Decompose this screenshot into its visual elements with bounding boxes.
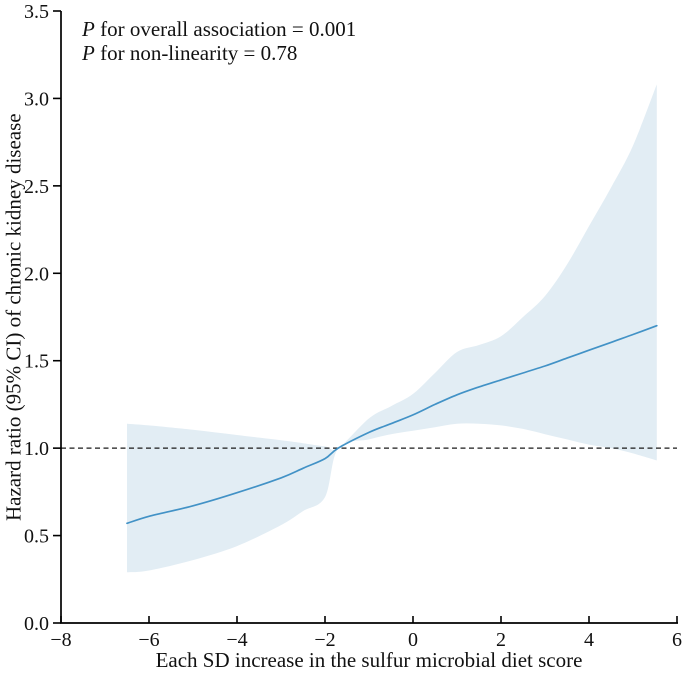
- y-tick-label: 0.5: [24, 526, 49, 548]
- x-tick-label: −2: [314, 629, 335, 651]
- y-axis-title: Hazard ratio (95% CI) of chronic kidney …: [1, 113, 26, 521]
- p-overall-prefix: P: [82, 17, 95, 41]
- x-tick-label: 4: [584, 629, 594, 651]
- x-tick-label: 2: [496, 629, 506, 651]
- confidence-band: [127, 84, 657, 573]
- x-tick-label: 0: [408, 629, 418, 651]
- y-tick-label: 3.0: [24, 88, 49, 110]
- y-tick-label: 1.5: [24, 351, 49, 373]
- p-nonlinearity-annotation: P for non-linearity = 0.78: [82, 41, 356, 65]
- x-tick-label: −8: [50, 629, 71, 651]
- p-overall-annotation: P for overall association = 0.001: [82, 17, 356, 41]
- p-overall-text: for overall association = 0.001: [94, 17, 357, 41]
- y-tick-label: 0.0: [24, 613, 49, 635]
- hazard-ratio-curve: [126, 324, 658, 525]
- p-value-annotations: P for overall association = 0.001 P for …: [82, 17, 356, 65]
- x-axis-title: Each SD increase in the sulfur microbial…: [155, 648, 583, 672]
- y-tick-label: 2.5: [24, 176, 49, 198]
- x-tick-label: 6: [672, 629, 682, 651]
- x-tick-label: −4: [226, 629, 247, 651]
- p-nonlinearity-prefix: P: [82, 41, 95, 65]
- p-nonlinearity-text: for non-linearity = 0.78: [94, 41, 298, 65]
- y-tick-label: 2.0: [24, 263, 49, 285]
- x-tick-label: −6: [138, 629, 159, 651]
- y-tick-label: 3.5: [24, 1, 49, 23]
- y-tick-label: 1.0: [24, 438, 49, 460]
